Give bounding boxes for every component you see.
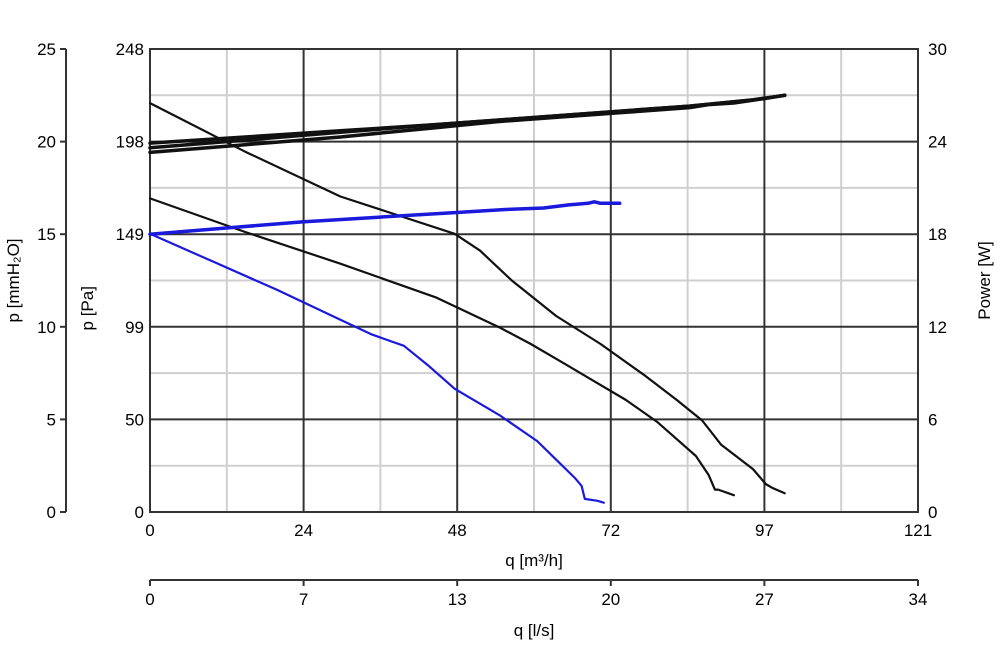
- y-power-tick-label: 12: [928, 318, 947, 337]
- y-pa-axis-label: p [Pa]: [78, 286, 97, 330]
- y-power-tick-label: 24: [928, 133, 947, 152]
- y-pa-tick-label: 50: [125, 410, 144, 429]
- plot-border: [149, 48, 919, 513]
- x-tick-label: 24: [294, 521, 313, 540]
- series-layer: [148, 93, 787, 504]
- y-mmh2o-tick-label: 25: [37, 40, 56, 59]
- y-power-tick-label: 18: [928, 225, 947, 244]
- y-pa-tick-label: 149: [116, 225, 144, 244]
- x-tick-label: 97: [755, 521, 774, 540]
- y-pa-tick-label: 0: [135, 503, 144, 522]
- x-secondary-tick-label: 20: [601, 590, 620, 609]
- x-tick-label: 121: [904, 521, 932, 540]
- y-pa-tick-label: 99: [125, 318, 144, 337]
- power-curve: [148, 200, 622, 236]
- x-tick-label: 0: [145, 521, 154, 540]
- y-pa-tick-label: 198: [116, 133, 144, 152]
- pressure-curve: [148, 101, 786, 495]
- x-secondary-tick-label: 27: [755, 590, 774, 609]
- y-mmh2o-tick-label: 10: [37, 318, 56, 337]
- y-pa-tick-label: 248: [116, 40, 144, 59]
- pressure-curve: [148, 197, 736, 497]
- plot-frame: [149, 48, 919, 513]
- x-tick-label: 72: [601, 521, 620, 540]
- y-power-tick-label: 0: [928, 503, 937, 522]
- pressure-curve: [148, 232, 605, 504]
- x-secondary-tick-label: 0: [145, 590, 154, 609]
- y-mmh2o-tick-label: 15: [37, 225, 56, 244]
- y-mmh2o-tick-label: 5: [47, 410, 56, 429]
- y-power-tick-label: 6: [928, 410, 937, 429]
- x-axis-label: q [m³/h]: [505, 551, 563, 570]
- x-secondary-tick-label: 13: [448, 590, 467, 609]
- y-power-tick-label: 30: [928, 40, 947, 59]
- y-mmh2o-tick-label: 0: [47, 503, 56, 522]
- x-secondary-tick-label: 7: [299, 590, 308, 609]
- x-tick-label: 48: [448, 521, 467, 540]
- y-mmh2o-axis-label: p [mmH₂O]: [4, 238, 23, 322]
- x-secondary-axis-label: q [l/s]: [514, 621, 555, 640]
- x-secondary-tick-label: 34: [909, 590, 928, 609]
- y-mmh2o-tick-label: 20: [37, 133, 56, 152]
- minor-grid: [150, 49, 918, 512]
- y-power-axis-label: Power [W]: [975, 241, 994, 319]
- power-curve: [148, 93, 787, 145]
